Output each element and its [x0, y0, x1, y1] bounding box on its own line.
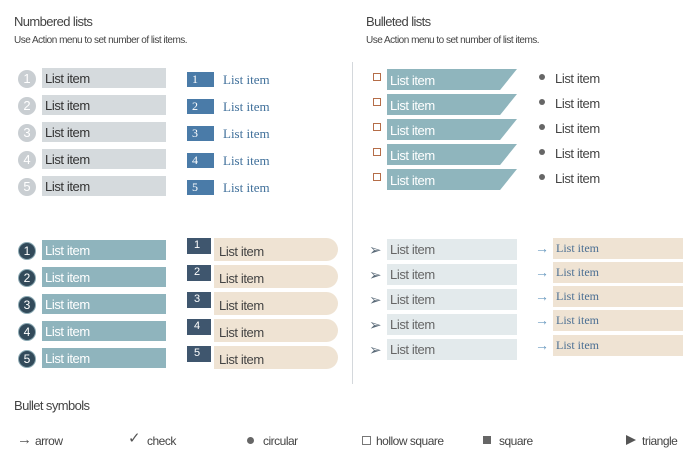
- list-item-label: List item: [553, 262, 683, 283]
- list-item-label: List item: [555, 171, 600, 186]
- number-badge: 5: [187, 346, 211, 362]
- legend-label: triangle: [642, 434, 678, 448]
- list-item-label: List item: [42, 267, 166, 287]
- arrow-icon: →: [535, 264, 549, 280]
- arrow-icon: →: [535, 288, 549, 304]
- number-badge: 1: [18, 242, 36, 260]
- circular-bullet-icon: [539, 74, 545, 80]
- legend-label: check: [147, 434, 176, 448]
- check-icon: ➢: [369, 342, 382, 359]
- list-item-label: List item: [387, 289, 517, 310]
- list-item-label: List item: [42, 348, 166, 368]
- triangle-icon: [626, 435, 636, 445]
- bulleted-lists-subtitle: Use Action menu to set number of list it…: [366, 35, 540, 46]
- list-item-label: List item: [42, 95, 166, 115]
- square-icon: [483, 436, 491, 444]
- list-item-label: List item: [387, 119, 517, 140]
- list-item-label: List item: [387, 144, 517, 165]
- list-item-label: List item: [223, 180, 270, 195]
- list-item-label: List item: [387, 169, 517, 190]
- hollow-square-icon: [373, 148, 381, 156]
- number-badge: 1: [18, 70, 36, 88]
- number-badge: 4: [18, 323, 36, 341]
- list-item-label: List item: [223, 99, 270, 114]
- number-badge: 3: [187, 292, 211, 308]
- check-icon: ➢: [369, 292, 382, 309]
- list-item-label: List item: [387, 69, 517, 90]
- bullet-symbols-title: Bullet symbols: [14, 398, 90, 413]
- check-icon: ✓: [128, 430, 141, 447]
- list-item-label: List item: [223, 126, 270, 141]
- list-item-label: List item: [42, 122, 166, 142]
- legend-label: square: [499, 434, 533, 448]
- number-badge: 5: [18, 350, 36, 368]
- hollow-square-icon: [362, 436, 371, 445]
- legend-label: hollow square: [376, 434, 444, 448]
- list-item-label: List item: [555, 121, 600, 136]
- list-item-label: List item: [42, 149, 166, 169]
- section-divider: [352, 62, 353, 384]
- number-badge: 2: [18, 269, 36, 287]
- circular-bullet-icon: [539, 124, 545, 130]
- legend-label: arrow: [35, 434, 63, 448]
- number-badge: 2: [187, 99, 214, 114]
- bulleted-lists-title: Bulleted lists: [366, 14, 431, 29]
- arrow-icon: →: [535, 337, 549, 353]
- list-item-label: List item: [42, 68, 166, 88]
- numbered-lists-subtitle: Use Action menu to set number of list it…: [14, 35, 188, 46]
- list-item-label: List item: [42, 294, 166, 314]
- list-item-label: List item: [214, 346, 338, 369]
- number-badge: 2: [18, 97, 36, 115]
- list-item-label: List item: [555, 96, 600, 111]
- number-badge: 2: [187, 265, 211, 281]
- arrow-icon: →: [17, 431, 32, 448]
- number-badge: 4: [187, 153, 214, 168]
- list-item-label: List item: [223, 153, 270, 168]
- list-item-label: List item: [553, 286, 683, 307]
- list-item-label: List item: [553, 335, 683, 356]
- circular-bullet-icon: [539, 99, 545, 105]
- list-item-label: List item: [555, 71, 600, 86]
- hollow-square-icon: [373, 98, 381, 106]
- list-item-label: List item: [214, 265, 338, 288]
- number-badge: 3: [18, 124, 36, 142]
- list-item-label: List item: [387, 339, 517, 360]
- number-badge: 3: [187, 126, 214, 141]
- list-item-label: List item: [555, 146, 600, 161]
- list-item-label: List item: [553, 238, 683, 259]
- number-badge: 4: [18, 151, 36, 169]
- number-badge: 3: [18, 296, 36, 314]
- circular-bullet-icon: [539, 174, 545, 180]
- number-badge: 1: [187, 238, 211, 254]
- list-item-label: List item: [387, 94, 517, 115]
- list-item-label: List item: [553, 310, 683, 331]
- list-item-label: List item: [42, 240, 166, 260]
- number-badge: 4: [187, 319, 211, 335]
- check-icon: ➢: [369, 267, 382, 284]
- circular-bullet-icon: [247, 437, 254, 444]
- hollow-square-icon: [373, 173, 381, 181]
- numbered-lists-title: Numbered lists: [14, 14, 93, 29]
- number-badge: 1: [187, 72, 214, 87]
- list-item-label: List item: [387, 239, 517, 260]
- arrow-icon: →: [535, 240, 549, 256]
- list-item-label: List item: [387, 314, 517, 335]
- circular-bullet-icon: [539, 149, 545, 155]
- list-item-label: List item: [223, 72, 270, 87]
- list-item-label: List item: [42, 321, 166, 341]
- list-item-label: List item: [387, 264, 517, 285]
- hollow-square-icon: [373, 73, 381, 81]
- list-item-label: List item: [42, 176, 166, 196]
- number-badge: 5: [187, 180, 214, 195]
- arrow-icon: →: [535, 312, 549, 328]
- list-item-label: List item: [214, 319, 338, 342]
- legend-label: circular: [263, 434, 298, 448]
- check-icon: ➢: [369, 242, 382, 259]
- check-icon: ➢: [369, 317, 382, 334]
- list-item-label: List item: [214, 238, 338, 261]
- hollow-square-icon: [373, 123, 381, 131]
- number-badge: 5: [18, 178, 36, 196]
- list-item-label: List item: [214, 292, 338, 315]
